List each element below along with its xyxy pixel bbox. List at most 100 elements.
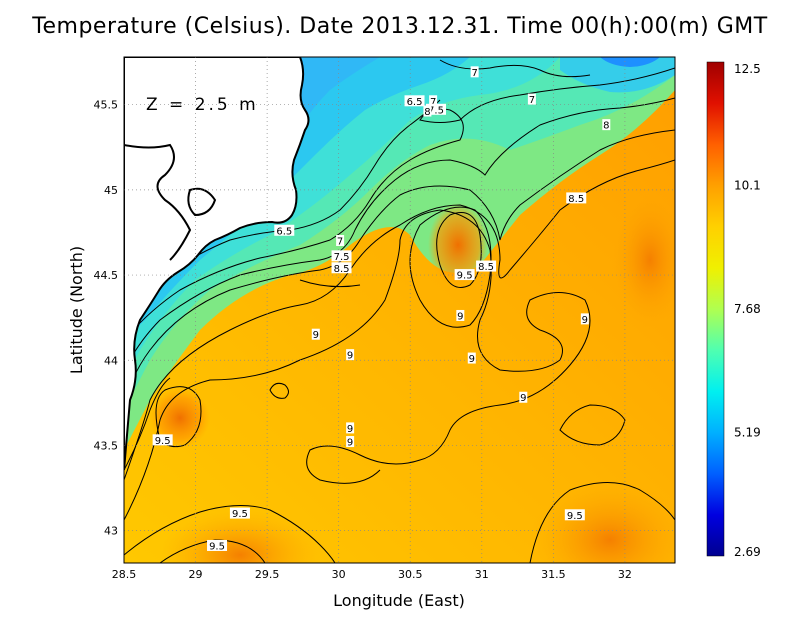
warm-patch-east	[610, 190, 675, 330]
contour-8.5	[124, 159, 675, 481]
x-tick-label: 32	[618, 568, 632, 581]
warm-eddy-sw	[150, 388, 210, 448]
svg-text:9: 9	[347, 438, 353, 449]
contour-label: 8.5	[566, 192, 587, 205]
svg-text:7: 7	[529, 95, 535, 106]
contour-6-north	[299, 279, 361, 288]
depth-label: Z = 2.5 m	[146, 95, 259, 115]
contour-8	[124, 129, 675, 401]
x-tick-label: 31.5	[541, 568, 566, 581]
colorbar-tick-label: 12.5	[734, 62, 761, 76]
offshore-blue-core	[600, 57, 660, 67]
colorbar-tick-labels: 12.5 10.1 7.68 5.19 2.69	[734, 62, 761, 559]
svg-text:7.5: 7.5	[428, 105, 444, 116]
svg-text:8.5: 8.5	[334, 264, 350, 275]
contour-label: 7	[470, 66, 479, 79]
svg-text:7: 7	[471, 68, 477, 79]
coastline-lagoon	[187, 187, 217, 217]
land-mass	[124, 57, 310, 471]
contour-label: 7.5	[425, 103, 446, 116]
svg-text:8.5: 8.5	[568, 194, 584, 205]
contour-7.5	[124, 97, 675, 371]
svg-text:9.5: 9.5	[567, 511, 583, 522]
contour-label: 9.5	[564, 509, 585, 522]
plot-frame	[123, 56, 676, 564]
svg-text:9.5: 9.5	[232, 509, 248, 520]
contour-label: 9	[346, 349, 355, 362]
contour-7	[124, 67, 675, 341]
svg-text:7: 7	[337, 237, 343, 248]
y-tick-label: 43	[104, 525, 118, 538]
colorbar-tick-label: 7.68	[734, 302, 761, 316]
svg-text:9.5: 9.5	[209, 541, 225, 552]
contour-label: 9	[519, 391, 528, 404]
contour-label: 6.5	[274, 224, 295, 237]
contour-9-west	[124, 377, 171, 471]
colorbar-tick-label: 5.19	[734, 426, 761, 440]
y-tick-label: 44	[104, 354, 118, 367]
contour-label: 9	[580, 313, 589, 326]
svg-text:8.5: 8.5	[478, 262, 494, 273]
contour-label: 7	[336, 235, 345, 248]
y-axis-title: Latitude (North)	[67, 246, 86, 374]
contour-label: 6.5	[404, 95, 425, 108]
svg-text:7.5: 7.5	[334, 252, 350, 263]
contour-9-small	[269, 382, 289, 399]
contour-label: 8.5	[331, 262, 352, 275]
contour-9.5-south	[124, 504, 336, 563]
offshore-cyan-patch	[560, 57, 675, 93]
svg-text:7: 7	[430, 97, 436, 108]
contour-label: 9.5	[207, 539, 228, 552]
contour-7-north	[439, 59, 591, 78]
x-tick-label: 30.5	[398, 568, 423, 581]
x-tick-label: 30	[332, 568, 346, 581]
svg-text:9.5: 9.5	[155, 436, 171, 447]
y-tick-label: 45	[104, 184, 118, 197]
contour-9.5-sw	[155, 386, 202, 448]
x-tick-label: 28.5	[112, 568, 137, 581]
colorbar-tick-label: 10.1	[734, 179, 761, 193]
x-tick-label: 29.5	[255, 568, 280, 581]
warm-eddy-south	[160, 510, 320, 563]
y-tick-label: 45.5	[94, 99, 119, 112]
colorbar	[706, 61, 725, 557]
contour-9-east	[559, 404, 626, 446]
y-tick-label: 44.5	[94, 269, 119, 282]
colorbar-tick-label: 2.69	[734, 545, 761, 559]
x-axis-title: Longitude (East)	[333, 591, 465, 610]
chart-title: Temperature (Celsius). Date 2013.12.31. …	[32, 14, 768, 39]
svg-text:9: 9	[457, 311, 463, 322]
contour-label: 7	[429, 95, 438, 108]
svg-text:9: 9	[520, 393, 526, 404]
grid-lines	[124, 57, 675, 563]
x-tick-labels: 28.5 29 29.5 30 30.5 31 31.5 32	[112, 568, 632, 581]
warm-eddy-se	[530, 480, 675, 563]
svg-text:9: 9	[347, 424, 353, 435]
contour-label: 9	[346, 436, 355, 449]
coastline-inlet	[124, 143, 192, 261]
y-tick-labels: 43 43.5 44 44.5 45 45.5	[94, 99, 119, 538]
svg-text:8: 8	[424, 107, 430, 118]
x-tick-label: 31	[475, 568, 489, 581]
svg-text:6.5: 6.5	[407, 97, 423, 108]
contour-label: 9.5	[454, 269, 475, 282]
svg-text:8: 8	[603, 121, 609, 132]
svg-text:9: 9	[582, 315, 588, 326]
temperature-field	[124, 57, 675, 563]
contour-9.5-center	[436, 212, 482, 288]
contour-label: 9	[467, 352, 476, 365]
y-tick-label: 43.5	[94, 439, 119, 452]
svg-text:6.5: 6.5	[276, 226, 292, 237]
x-tick-label: 29	[189, 568, 203, 581]
svg-text:9: 9	[313, 330, 319, 341]
contour-label: 9	[311, 328, 320, 341]
svg-text:9: 9	[347, 351, 353, 362]
contour-label: 9.5	[229, 507, 250, 520]
contour-label: 9	[346, 422, 355, 435]
contour-label: 8	[602, 119, 611, 132]
contour-label: 8	[423, 105, 432, 118]
contour-label: 9	[456, 309, 465, 322]
contour-label: 7.5	[331, 250, 352, 263]
